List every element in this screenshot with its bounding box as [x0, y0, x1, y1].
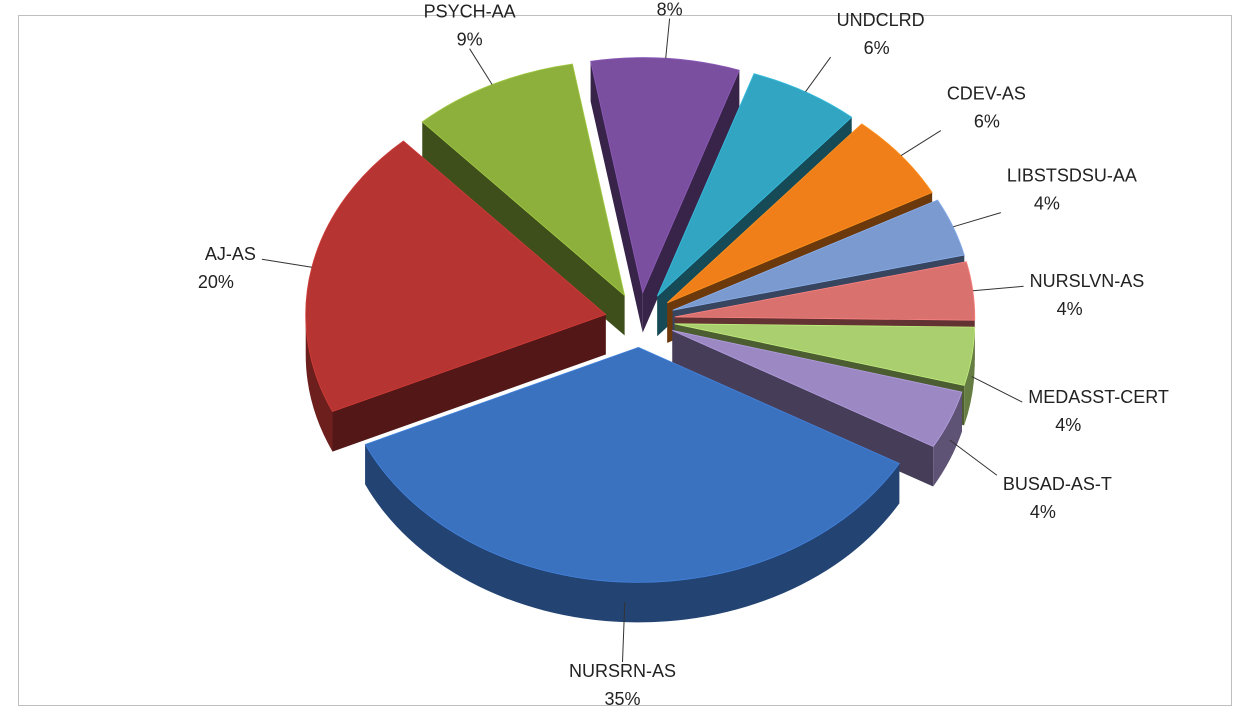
leader-line [469, 48, 493, 85]
leader-line [971, 376, 1023, 403]
slice [590, 57, 740, 294]
slice-value-label: 4% [1055, 415, 1081, 435]
slice-value-label: 4% [1057, 299, 1083, 319]
slice-label: LIBSTSDSU-AA [1007, 165, 1137, 185]
slice-label: CDEV-AS [947, 83, 1026, 103]
slice-label: PSYCH-AA [424, 1, 516, 21]
slice-value-label: 8% [657, 0, 683, 19]
slice-side [642, 70, 740, 333]
slice-label: UNDCLRD [837, 10, 925, 30]
slice-side [590, 61, 643, 333]
leader-line [949, 439, 998, 476]
leader-line [621, 602, 626, 663]
slice-side [332, 314, 606, 452]
slice-value-label: 4% [1030, 502, 1056, 522]
slice-value-label: 6% [864, 38, 890, 58]
slice-label: NURSRN-AS [569, 661, 676, 681]
slice-side [964, 327, 975, 426]
slice-value-label: 9% [457, 29, 483, 49]
slice-value-label: 6% [974, 111, 1000, 131]
leader-line [805, 56, 832, 93]
slice-side [305, 314, 333, 452]
slice [305, 140, 607, 413]
slice [672, 330, 963, 448]
slice-side [422, 121, 625, 336]
leader-line [972, 285, 1024, 292]
slice-value-label: 4% [1034, 193, 1060, 213]
leader-line [953, 212, 1001, 228]
slice [421, 63, 626, 297]
slice-value-label: 35% [604, 689, 640, 709]
slice-label: AJ-AS [205, 244, 256, 264]
slice [672, 199, 965, 311]
slice-side [933, 392, 962, 487]
slice-label: MEDASST-CERT [1028, 387, 1169, 407]
leader-line [665, 18, 671, 59]
slice [674, 323, 976, 386]
slice-label: BUSAD-AS-T [1003, 474, 1112, 494]
leader-line [900, 130, 942, 156]
slice-side [672, 330, 934, 487]
slice-value-label: 20% [198, 272, 234, 292]
leader-line [261, 258, 312, 268]
slice-label: NURSLVN-AS [1030, 271, 1145, 291]
slice [364, 346, 900, 583]
slice-side [365, 444, 900, 623]
